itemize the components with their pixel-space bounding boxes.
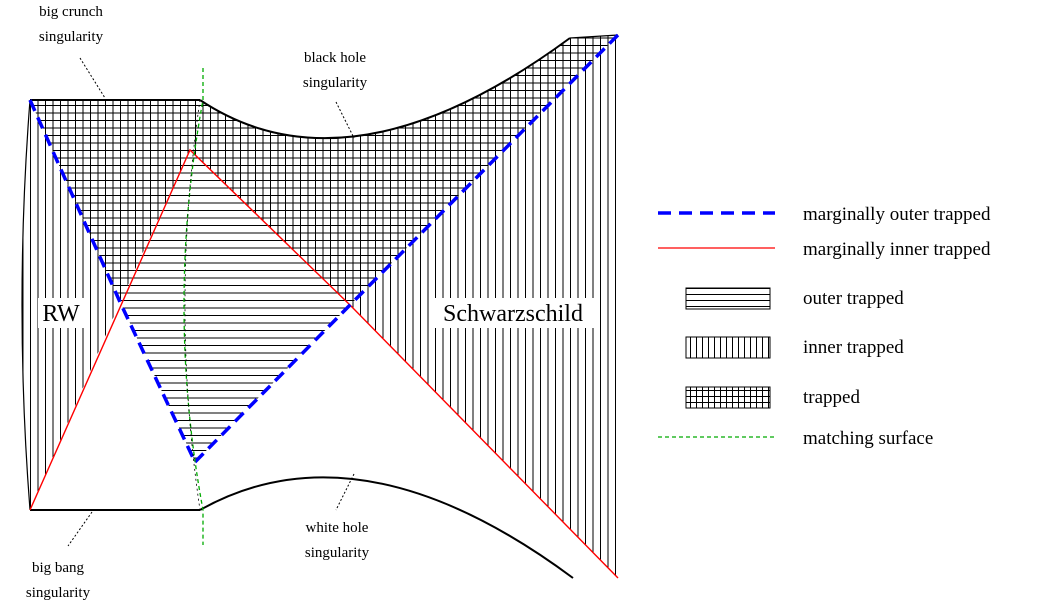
black-hole-label-bg	[285, 44, 385, 96]
marginally-outer-trapped-curve-right	[193, 33, 620, 464]
legend: marginally outer trapped marginally inne…	[658, 204, 991, 449]
white-hole-label-1: white hole	[306, 520, 369, 536]
trapped-region-big-crunch	[30, 100, 200, 302]
big-crunch-label-2: singularity	[39, 29, 104, 45]
big-crunch-leader	[79, 57, 106, 99]
rw-label-bg	[38, 298, 84, 328]
big-bang-label-2: singularity	[26, 585, 91, 601]
legend-label-marginally-outer: marginally outer trapped	[803, 204, 991, 225]
schwarzschild-region-label: Schwarzschild	[443, 301, 583, 327]
black-hole-label-1: black hole	[304, 50, 366, 66]
trapped-region-black-hole	[190, 35, 618, 305]
legend-label-trapped: trapped	[803, 387, 860, 408]
big-bang-leader	[67, 511, 93, 547]
schwarzschild-label-bg	[430, 298, 596, 328]
rw-left-boundary	[21, 99, 31, 511]
big-bang-label-1: big bang	[32, 560, 85, 576]
legend-label-matching-surface: matching surface	[803, 428, 933, 449]
matching-surface-companion	[184, 99, 201, 511]
rw-region-label: RW	[42, 301, 80, 327]
marginally-inner-trapped-curve	[29, 148, 619, 579]
big-crunch-label-1: big crunch	[39, 4, 103, 20]
white-hole-leader	[335, 473, 355, 511]
black-hole-label-2: singularity	[303, 75, 368, 91]
black-hole-leader	[335, 101, 355, 139]
schwarzschild-right-edge	[569, 34, 619, 39]
white-hole-label-2: singularity	[305, 545, 370, 561]
legend-swatch-inner-trapped	[685, 336, 771, 359]
legend-swatch-trapped	[685, 386, 771, 409]
legend-label-outer-trapped: outer trapped	[803, 288, 904, 309]
legend-swatch-outer-trapped	[685, 287, 771, 310]
black-hole-singularity	[199, 37, 571, 140]
white-hole-singularity	[199, 476, 574, 579]
legend-label-marginally-inner: marginally inner trapped	[803, 239, 991, 260]
legend-label-inner-trapped: inner trapped	[803, 337, 904, 358]
outer-trapped-region	[120, 150, 350, 462]
matching-surface	[183, 68, 204, 545]
